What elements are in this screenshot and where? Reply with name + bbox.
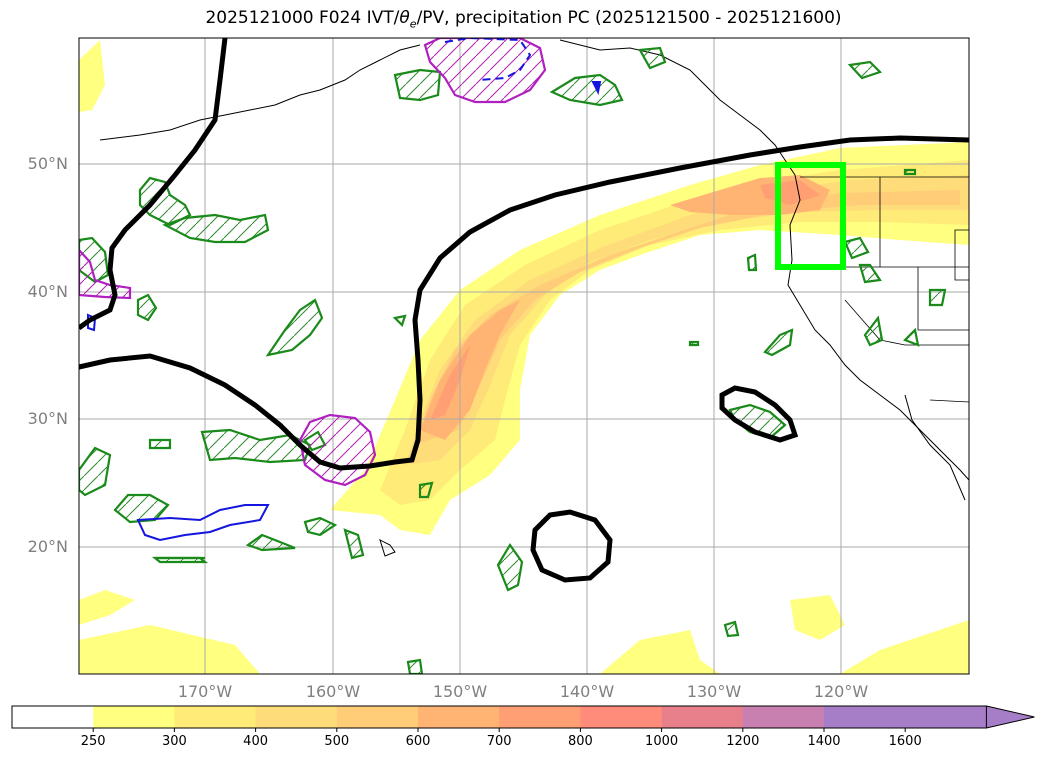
colorbar-segment [661,706,744,728]
coastlines [99,39,969,557]
colorbar-tick-label: 1200 [726,734,760,749]
colorbar-tick-label: 700 [486,734,512,749]
colorbar-tick-label: 1400 [807,734,841,749]
colorbar-tick-label: 1600 [888,734,922,749]
ivt-band-250 [79,40,105,112]
lon-label: 160°W [305,682,361,701]
colorbar-segment [742,706,825,728]
ivt-band-250 [840,620,969,674]
ivt-band-250 [600,630,720,674]
precip-pc-contours [79,38,969,583]
ivt-band-250 [79,590,135,625]
theta-e-contours [79,46,947,674]
colorbar-tick-label: 250 [80,734,106,749]
ivt-band-250 [790,595,845,640]
colorbar-segment [824,706,906,728]
colorbar-segment [255,706,338,728]
colorbar-tick-label: 400 [243,734,268,749]
lon-label: 120°W [813,682,869,701]
colorbar-segment [499,706,581,728]
colorbar-tick-label: 1000 [645,734,679,749]
pv-blue [591,81,602,96]
pv-magenta [298,413,377,487]
colorbar [11,705,1035,732]
colorbar-segment [174,706,257,728]
colorbar-extend-arrow [985,705,1035,729]
colorbar-segment [580,706,663,728]
pv-magenta [79,248,132,300]
colorbar-tick-label: 600 [405,734,431,749]
lon-label: 140°W [559,682,615,701]
pv-blue [444,38,532,81]
region-highlight-box [775,162,846,270]
lon-label: 170°W [177,682,233,701]
pv-blue [136,504,270,542]
lat-label: 50°N [27,154,68,173]
lat-label: 40°N [27,282,68,301]
colorbar-segment [336,706,419,728]
colorbar-segment [418,706,500,728]
map-title: 2025121000 F024 IVT/θe/PV, precipitation… [205,8,842,31]
colorbar-tick-label: 300 [161,734,187,749]
colorbar-tick-label: 800 [567,734,593,749]
map-frame [78,37,970,675]
colorbar-segment [12,706,94,728]
colorbar-segment [905,706,987,728]
lon-label: 130°W [686,682,742,701]
lat-label: 20°N [27,537,68,556]
ivt-fill [79,40,969,674]
colorbar-tick-label: 500 [324,734,350,749]
lon-label: 150°W [432,682,488,701]
ivt-band-250 [79,625,260,674]
lat-label: 30°N [27,409,68,428]
colorbar-segment [93,706,175,728]
pv-magenta [423,38,547,104]
